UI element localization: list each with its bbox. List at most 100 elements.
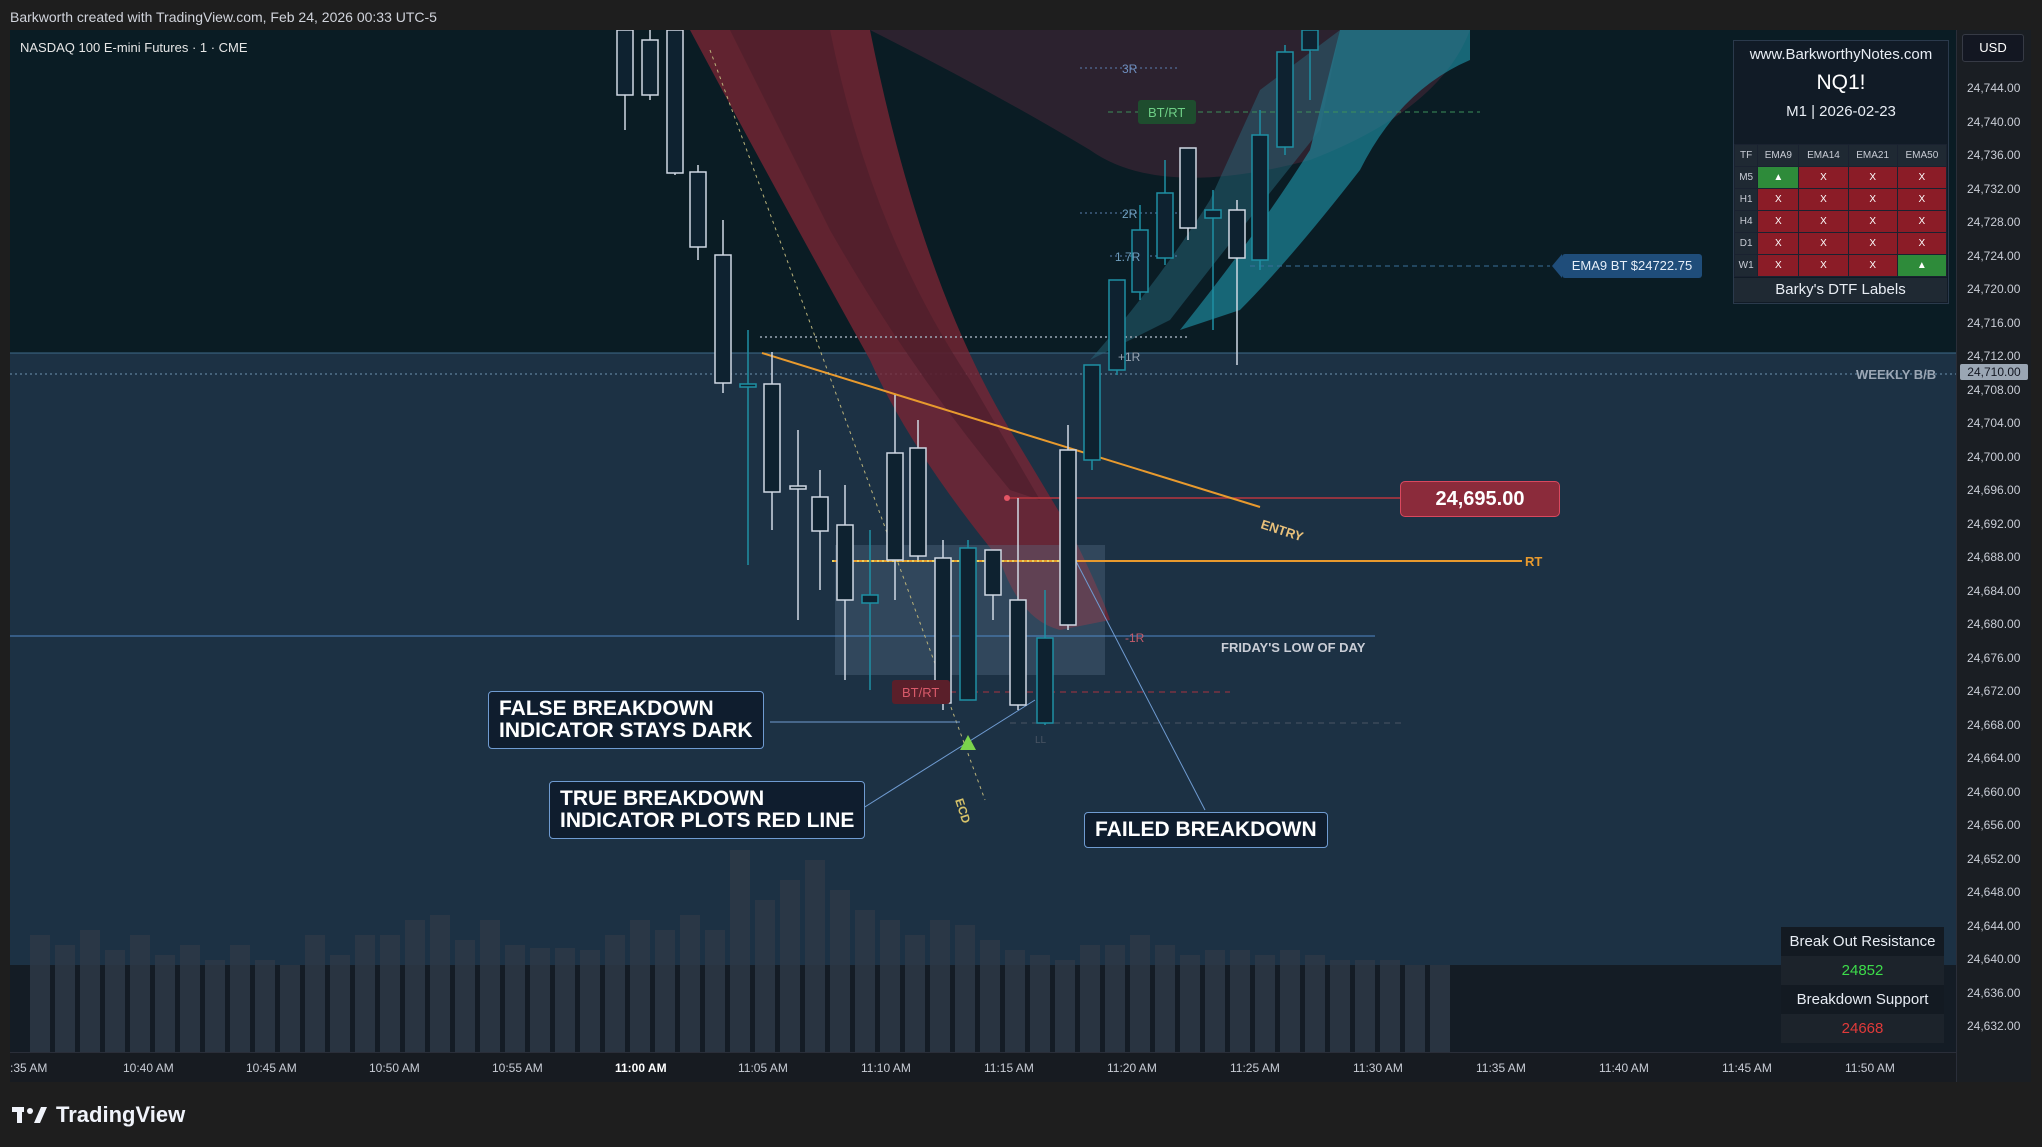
bt-rt-bottom-badge (892, 680, 950, 704)
price-tick: 24,656.00 (1967, 818, 2021, 832)
ema-status-cell: X (1847, 232, 1898, 255)
bt-rt-top-label: BT/RT (1148, 105, 1185, 120)
tradingview-brand[interactable]: TradingView (12, 1102, 185, 1128)
ema-status-cell: X (1896, 166, 1948, 189)
ema-status-cell: X (1847, 254, 1898, 277)
price-tick: 24,636.00 (1967, 985, 2021, 1000)
ema-row-timeframe: D1 (1733, 232, 1759, 255)
ema-status-cell: X (1798, 188, 1849, 211)
symbol-line: NASDAQ 100 E-mini Futures · 1 · CME (20, 40, 248, 55)
true-breakdown-connector (859, 699, 1036, 811)
price-tick: 24,736.00 (1967, 148, 2021, 162)
ll-label: LL (1035, 735, 1047, 746)
bt-rt-top-badge (1138, 100, 1196, 124)
brand-name: TradingView (56, 1102, 186, 1127)
price-tick: 24,672.00 (1967, 684, 2021, 698)
ema-status-cell: X (1757, 188, 1800, 211)
ema-status-cell: ▲ (1896, 254, 1948, 277)
ema-status-cell: X (1798, 166, 1849, 189)
panel-symbol: NQ1! (1816, 71, 1866, 94)
ema-status-cell: X (1757, 232, 1800, 255)
weekly-bb-label: WEEKLY B/B (1856, 367, 1936, 382)
time-tick: 11:00 AM (615, 1061, 667, 1075)
minus1r-label: -1R (1125, 631, 1145, 645)
breakdown-support-label: Breakdown Support (1796, 991, 1929, 1008)
ema-status-cell: X (1757, 254, 1800, 277)
entry-dot (1004, 495, 1010, 501)
time-tick: 10:40 AM (123, 1061, 174, 1075)
price-tick: 24,716.00 (1967, 315, 2021, 330)
candles (616, 30, 1319, 725)
time-axis[interactable]: :35 AM 10:40 AM 10:45 AM 10:50 AM 10:55 AM 11… (10, 1052, 1956, 1083)
ema-row-timeframe: W1 (1733, 254, 1759, 277)
time-tick: 11:15 AM (984, 1061, 1034, 1075)
price-tick: 24,692.00 (1967, 516, 2021, 531)
price-tick: 24,696.00 (1967, 483, 2021, 497)
ema-row-timeframe: H1 (1733, 188, 1759, 211)
time-tick: 10:45 AM (246, 1061, 297, 1075)
ema-column-header: EMA21 (1847, 144, 1898, 167)
top-bar: Barkworth created with TradingView.com, … (0, 0, 2042, 32)
entry-trendline (761, 352, 1261, 508)
breakout-resistance-value: 24852 (1781, 956, 1944, 985)
ema-status-cell: ▲ (1757, 166, 1800, 189)
ema-column-header: EMA50 (1896, 144, 1948, 167)
ema-status-cell: X (1757, 210, 1800, 233)
currency-button[interactable]: USD (1962, 34, 2024, 62)
price-tick: 24,680.00 (1967, 617, 2021, 631)
r17-label: 1.7R (1115, 250, 1141, 264)
ema-status-cell: X (1896, 188, 1948, 211)
price-axis[interactable]: 24,744.00 24,740.00 24,736.00 24,732.00 24,7… (1956, 30, 2031, 1082)
failed-breakdown-connector (1064, 539, 1206, 811)
price-tick: 24,728.00 (1967, 215, 2021, 229)
time-tick: 11:45 AM (1722, 1061, 1772, 1075)
ema-status-table: TF EMA9 EMA14 EMA21 EMA50 M5 ▲ X X X H1 X X X X H4 X X X X D… (1733, 144, 1948, 277)
ema-row-timeframe: M5 (1733, 166, 1759, 189)
current-price-tag: 24,710.00 (1960, 364, 2028, 380)
time-tick: 11:20 AM (1107, 1061, 1157, 1075)
price-tick: 24,744.00 (1967, 81, 2021, 95)
price-tick: 24,648.00 (1967, 885, 2021, 899)
price-tick: 24,644.00 (1967, 918, 2021, 933)
time-tick: 10:50 AM (369, 1061, 420, 1075)
failed-breakdown-callout: FAILED BREAKDOWN (1084, 812, 1328, 848)
price-tick: 24,708.00 (1967, 382, 2021, 397)
breakout-breakdown-box: Break Out Resistance 24852 Breakdown Sup… (1781, 927, 1944, 1043)
volume-bars (30, 850, 1450, 1052)
price-tick: 24,688.00 (1967, 550, 2021, 564)
panel-timeframe-date: M1 | 2026-02-23 (1786, 103, 1896, 120)
false-breakdown-callout: FALSE BREAKDOWN INDICATOR STAYS DARK (488, 691, 764, 749)
ema9-bt-label: EMA9 BT $24722.75 (1552, 254, 1702, 278)
r3-label: 3R (1122, 62, 1138, 76)
ema-column-header: EMA14 (1798, 144, 1849, 167)
price-tick: 24,700.00 (1967, 449, 2021, 464)
ema-status-cell: X (1798, 232, 1849, 255)
breakdown-support-value: 24668 (1781, 1014, 1944, 1043)
time-tick: 11:30 AM (1353, 1061, 1403, 1075)
ema-status-cell: X (1847, 166, 1898, 189)
price-tick: 24,668.00 (1967, 717, 2021, 732)
ema-status-cell: X (1798, 210, 1849, 233)
time-tick: 11:40 AM (1599, 1061, 1649, 1075)
r2-label: 2R (1122, 207, 1138, 221)
chart-canvas[interactable]: 3R 2R 1.7R +1R -1R BT/RT BT/RT ENTRY RT … (10, 30, 1956, 1052)
entry-price-label: 24,695.00 (1400, 481, 1560, 517)
price-tick: 24,740.00 (1967, 114, 2021, 129)
red-ema-cloud-inner (730, 30, 1040, 500)
price-tick: 24,660.00 (1967, 784, 2021, 799)
price-tick: 24,640.00 (1967, 952, 2021, 966)
time-tick: 10:55 AM (492, 1061, 543, 1075)
breakout-resistance-label: Break Out Resistance (1789, 933, 1936, 950)
breakdown-triangle-icon (960, 735, 976, 750)
price-tick: 24,704.00 (1967, 416, 2021, 430)
bt-rt-bottom-label: BT/RT (902, 685, 939, 700)
footer (0, 1082, 2042, 1147)
time-tick: :35 AM (10, 1061, 48, 1075)
chart-credit: Barkworth created with TradingView.com, … (10, 9, 437, 25)
price-tick: 24,712.00 (1967, 349, 2021, 363)
price-tick: 24,720.00 (1967, 282, 2021, 296)
price-tick: 24,732.00 (1967, 181, 2021, 196)
ema-status-cell: X (1896, 210, 1948, 233)
price-tick: 24,724.00 (1967, 248, 2021, 263)
time-tick: 11:35 AM (1476, 1061, 1526, 1075)
